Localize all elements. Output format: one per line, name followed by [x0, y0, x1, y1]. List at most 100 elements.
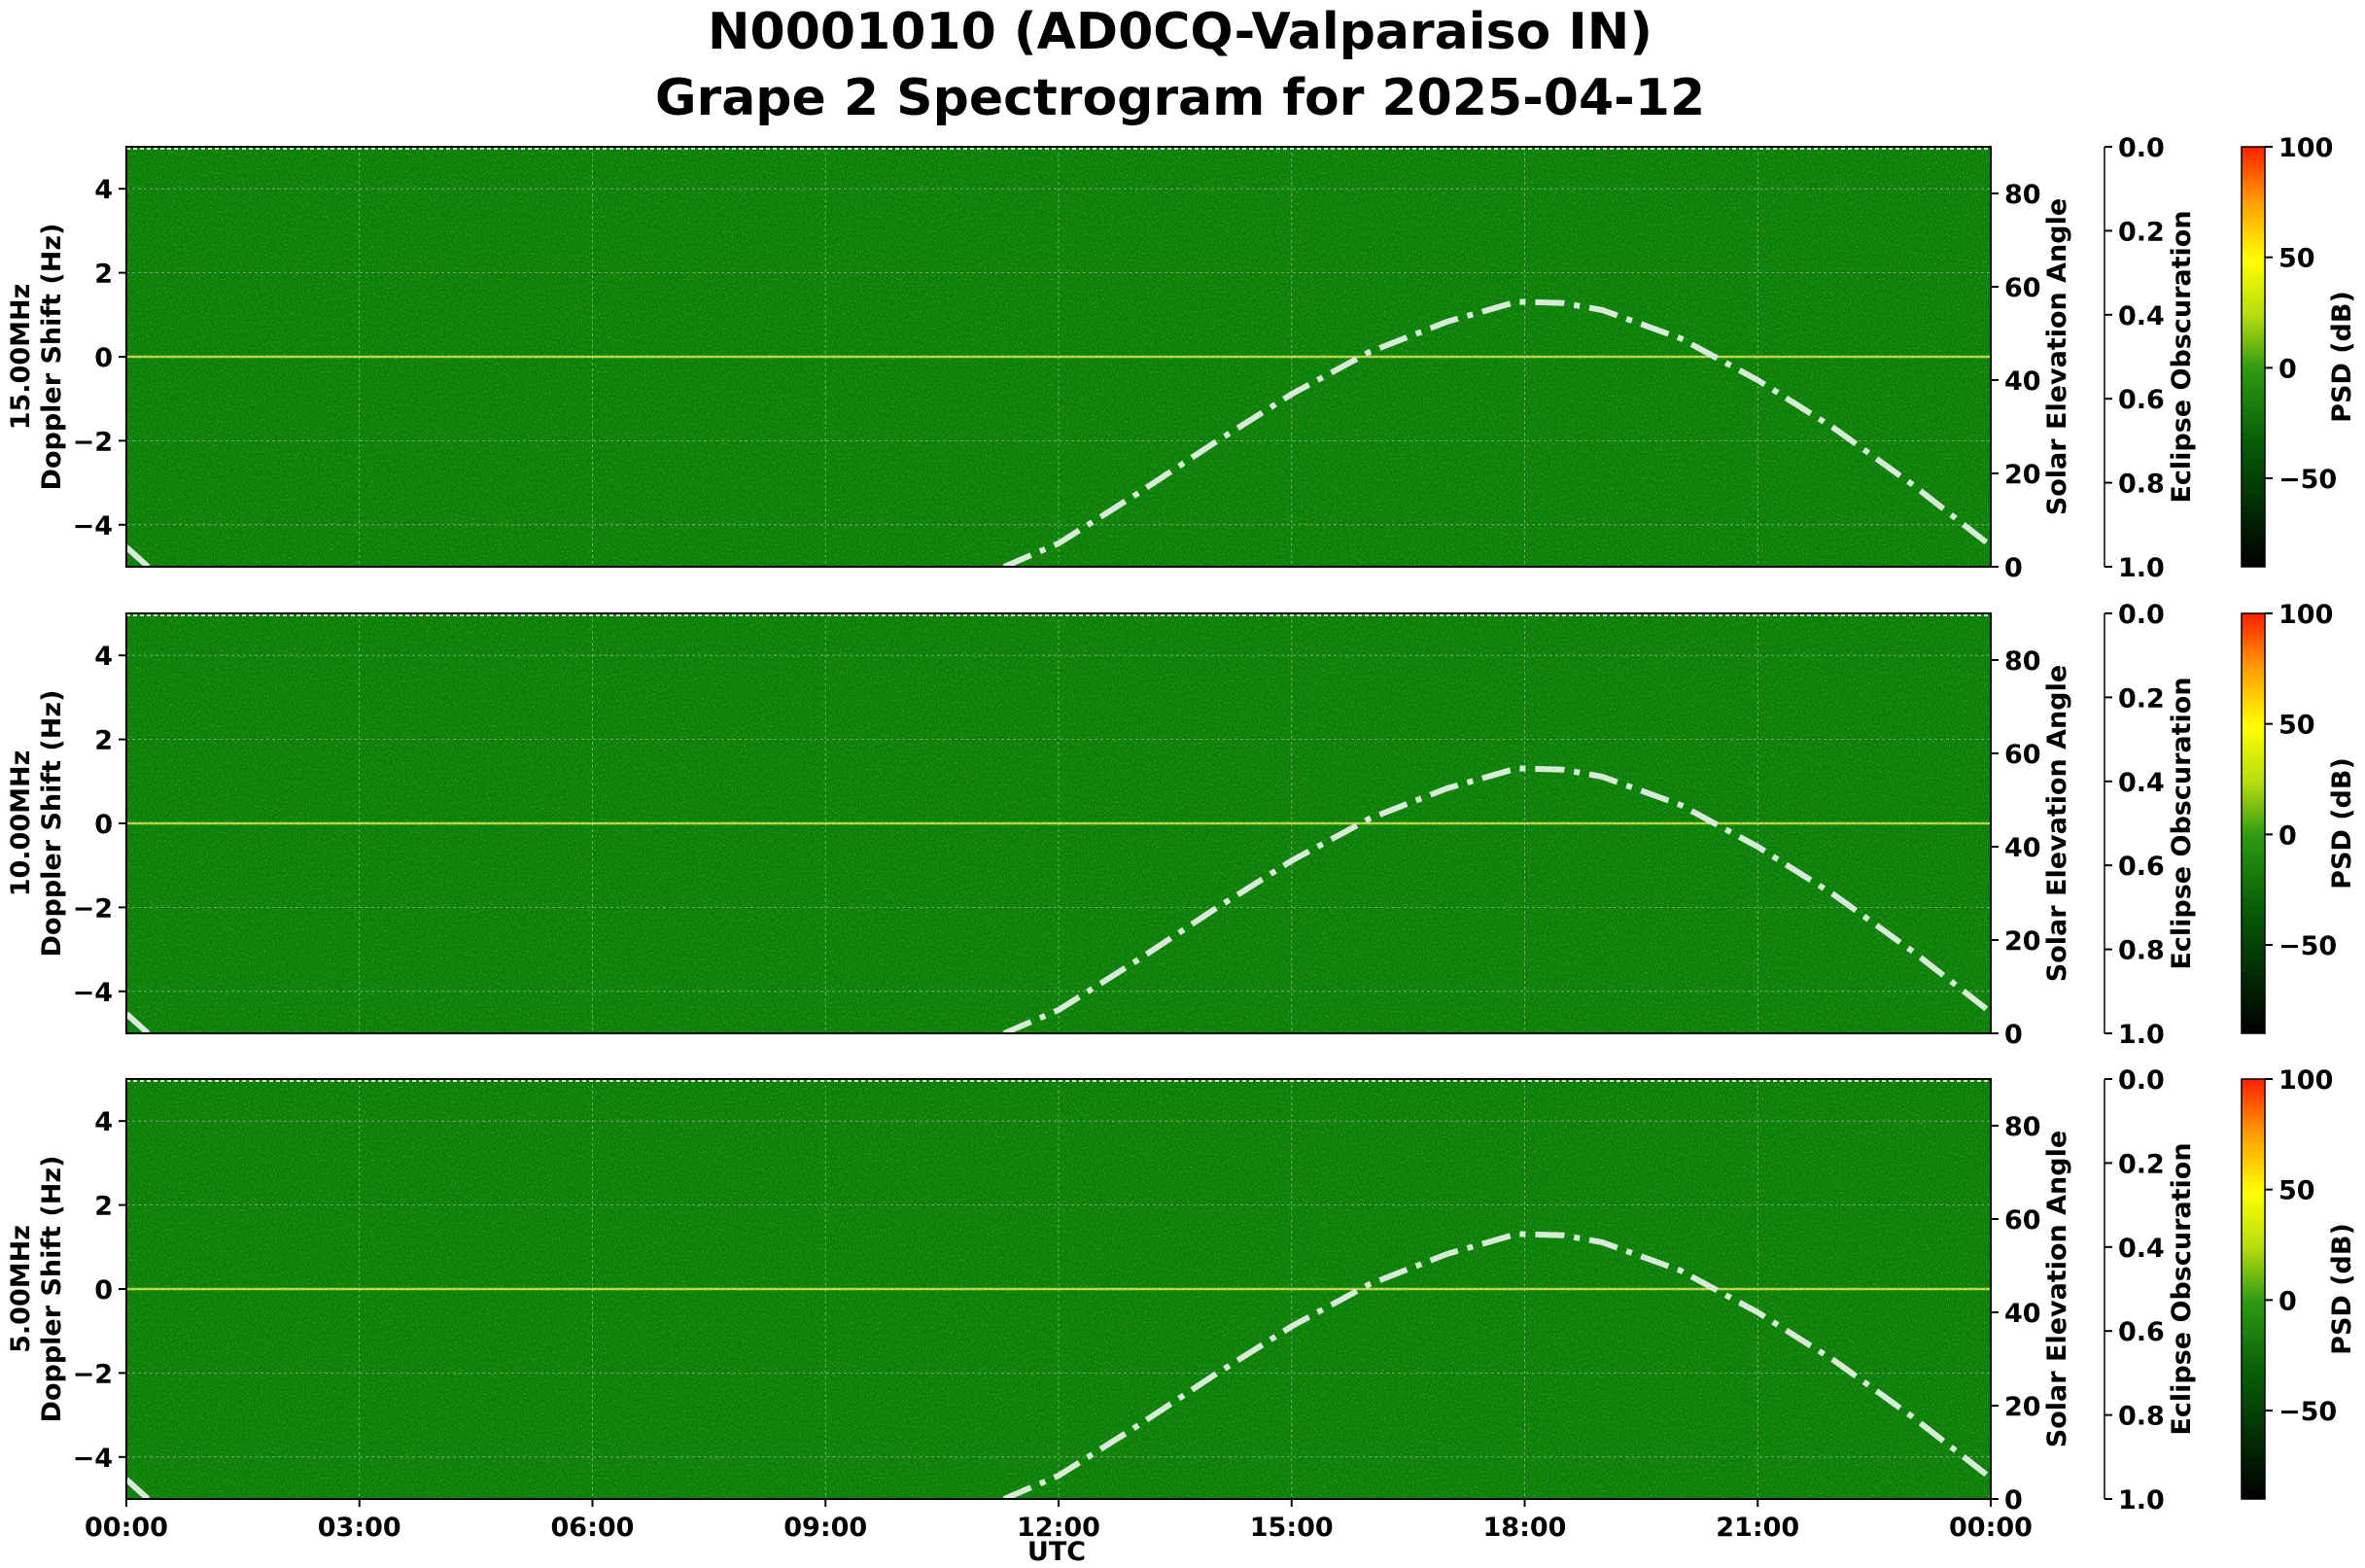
solar-elevation-label: Solar Elevation Angle: [2042, 198, 2072, 515]
colorbar-tick-label: 100: [2278, 133, 2333, 163]
solar-tick-label: 80: [2004, 646, 2041, 677]
panel-frequency-label: 15.00MHz: [6, 284, 36, 431]
solar-tick-label: 20: [2004, 1392, 2041, 1422]
colorbar-label: PSD (dB): [2327, 757, 2357, 889]
colorbar-tick-label: 0: [2278, 354, 2297, 384]
eclipse-tick-label: 0.6: [2118, 385, 2165, 415]
solar-elevation-curve: [1002, 298, 1991, 567]
x-tick-label: 06:00: [551, 1513, 635, 1543]
eclipse-tick-label: 0.4: [2118, 768, 2165, 798]
x-tick-label: 21:00: [1716, 1513, 1799, 1543]
y-axis-label: Doppler Shift (Hz): [37, 690, 67, 958]
eclipse-tick-label: 1.0: [2118, 1485, 2165, 1516]
x-tick-label: 09:00: [783, 1513, 867, 1543]
colorbar-tick-label: −50: [2278, 1397, 2337, 1427]
y-tick-label: 4: [94, 642, 113, 672]
psd-colorbar: [2241, 146, 2266, 568]
y-axis-label: Doppler Shift (Hz): [37, 1156, 67, 1423]
x-tick-label: 00:00: [85, 1513, 168, 1543]
panel-2: 420−2−45.00MHz Doppler Shift (Hz)02040608…: [6, 1065, 2357, 1516]
colorbar-tick-label: 50: [2278, 1176, 2315, 1206]
solar-tick-label: 20: [2004, 460, 2041, 490]
x-axis-label: UTC: [1027, 1537, 1086, 1567]
y-tick-label: −4: [73, 1444, 113, 1474]
solar-tick-label: 20: [2004, 926, 2041, 957]
x-tick-label: 12:00: [1017, 1513, 1100, 1543]
eclipse-tick-label: 0.2: [2118, 217, 2165, 247]
solar-elevation-curve-start: [126, 1477, 153, 1499]
eclipse-tick-label: 0.0: [2118, 133, 2165, 163]
eclipse-tick-label: 0.4: [2118, 301, 2165, 331]
eclipse-tick-label: 1.0: [2118, 1020, 2165, 1050]
x-tick-label: 18:00: [1483, 1513, 1567, 1543]
y-tick-label: 4: [94, 175, 113, 205]
solar-tick-label: 40: [2004, 366, 2041, 397]
x-tick-label: 03:00: [318, 1513, 401, 1543]
eclipse-tick-label: 0.8: [2118, 470, 2165, 500]
solar-tick-label: 0: [2004, 1485, 2023, 1516]
chart-title-line1: N0001010 (AD0CQ-Valparaiso IN): [708, 3, 1652, 61]
colorbar-tick-label: 50: [2278, 711, 2315, 741]
x-tick-label: 00:00: [1949, 1513, 2033, 1543]
colorbar-tick-label: 0: [2278, 820, 2297, 851]
y-tick-label: 4: [94, 1107, 113, 1137]
y-tick-label: 2: [94, 1192, 113, 1222]
solar-tick-label: 60: [2004, 273, 2041, 303]
eclipse-obscuration-label: Eclipse Obscuration: [2167, 210, 2197, 503]
utc-x-axis: 00:00 03:00 06:00 09:00 12:00 15:00 18:00 21:00…: [85, 1499, 2033, 1543]
solar-tick-label: 0: [2004, 1020, 2023, 1050]
eclipse-tick-label: 0.0: [2118, 1065, 2165, 1096]
y-tick-label: −2: [73, 893, 113, 923]
solar-tick-label: 80: [2004, 180, 2041, 210]
y-tick-label: −4: [73, 978, 113, 1008]
panel-frequency-label: 5.00MHz: [6, 1225, 36, 1353]
eclipse-tick-label: 0.2: [2118, 683, 2165, 714]
colorbar-label: PSD (dB): [2327, 291, 2357, 423]
colorbar-tick-label: 100: [2278, 1065, 2333, 1096]
eclipse-tick-label: 0.2: [2118, 1149, 2165, 1179]
solar-elevation-label: Solar Elevation Angle: [2042, 1131, 2072, 1447]
solar-elevation-curve-start: [126, 544, 153, 567]
eclipse-tick-label: 0.8: [2118, 936, 2165, 966]
panel-frequency-label: 10.00MHz: [6, 750, 36, 897]
colorbar-label: PSD (dB): [2327, 1223, 2357, 1355]
eclipse-tick-label: 0.8: [2118, 1402, 2165, 1432]
solar-elevation-label: Solar Elevation Angle: [2042, 665, 2072, 982]
y-tick-label: −2: [73, 1359, 113, 1389]
y-tick-label: 0: [94, 343, 113, 373]
psd-colorbar: [2241, 1078, 2266, 1500]
y-tick-label: 0: [94, 810, 113, 840]
eclipse-tick-label: 0.6: [2118, 852, 2165, 882]
colorbar-tick-label: 0: [2278, 1286, 2297, 1316]
panel-0: 420−2−415.00MHz Doppler Shift (Hz)0204060…: [6, 133, 2357, 583]
y-tick-label: −2: [73, 427, 113, 457]
colorbar-tick-label: −50: [2278, 931, 2337, 961]
chart-title-line2: Grape 2 Spectrogram for 2025-04-12: [655, 69, 1705, 127]
eclipse-tick-label: 0.6: [2118, 1317, 2165, 1347]
y-tick-label: −4: [73, 511, 113, 541]
colorbar-tick-label: 50: [2278, 244, 2315, 274]
colorbar-tick-label: −50: [2278, 465, 2337, 495]
solar-tick-label: 80: [2004, 1112, 2041, 1142]
panel-1: 420−2−410.00MHz Doppler Shift (Hz)0204060…: [6, 600, 2357, 1050]
eclipse-tick-label: 0.0: [2118, 600, 2165, 630]
psd-colorbar: [2241, 612, 2266, 1034]
y-tick-label: 2: [94, 260, 113, 290]
solar-tick-label: 40: [2004, 1299, 2041, 1329]
y-tick-label: 0: [94, 1275, 113, 1306]
eclipse-obscuration-label: Eclipse Obscuration: [2167, 1142, 2197, 1435]
solar-tick-label: 0: [2004, 553, 2023, 583]
solar-tick-label: 60: [2004, 1205, 2041, 1236]
x-tick-label: 15:00: [1250, 1513, 1334, 1543]
solar-elevation-curve: [1002, 1231, 1991, 1499]
solar-tick-label: 60: [2004, 740, 2041, 770]
y-axis-label: Doppler Shift (Hz): [37, 224, 67, 491]
solar-tick-label: 40: [2004, 833, 2041, 863]
eclipse-obscuration-label: Eclipse Obscuration: [2167, 677, 2197, 969]
y-tick-label: 2: [94, 726, 113, 756]
colorbar-tick-label: 100: [2278, 600, 2333, 630]
eclipse-tick-label: 1.0: [2118, 553, 2165, 583]
solar-elevation-curve-start: [126, 1011, 153, 1033]
spectrogram-panels: 420−2−415.00MHz Doppler Shift (Hz)0204060…: [6, 133, 2357, 1516]
